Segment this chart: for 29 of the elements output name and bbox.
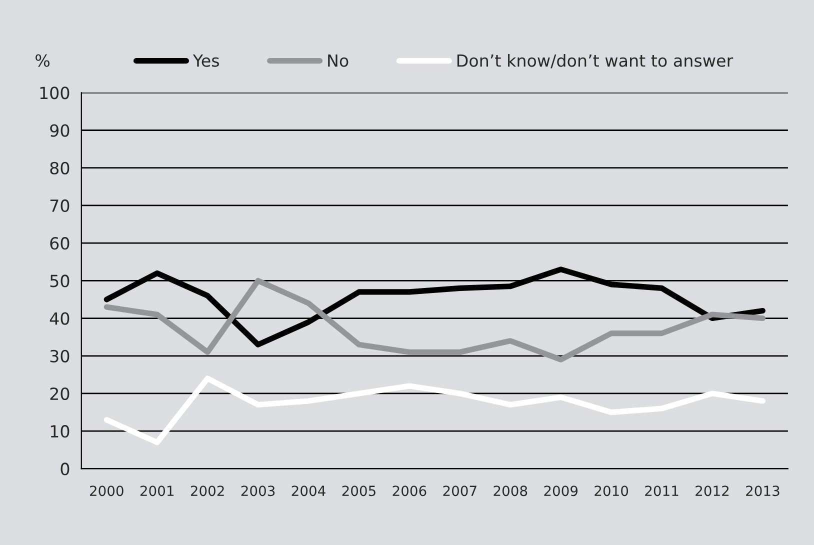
y-tick-label: 30 (50, 350, 70, 362)
legend-label: Yes (192, 54, 219, 67)
x-tick-label: 2002 (190, 486, 224, 496)
y-tick-label: 60 (50, 237, 70, 250)
x-tick-label: 2010 (594, 486, 628, 496)
x-tick-label: 2007 (443, 486, 476, 496)
x-tick-label: 2006 (392, 486, 426, 496)
y-tick-label: 0 (60, 462, 70, 476)
y-tick-label: 80 (50, 162, 70, 174)
y-tick-label: 70 (50, 199, 70, 212)
y-tick-label: 50 (50, 274, 70, 288)
x-tick-label: 2003 (241, 486, 275, 496)
legend-label: Don’t know/don’t want to answer (457, 54, 734, 68)
x-tick-label: 2001 (140, 486, 174, 496)
legend-label: No (328, 54, 348, 67)
x-tick-label: 2011 (645, 486, 678, 496)
y-tick-label: 100 (40, 86, 70, 100)
y-axis-title: % (36, 54, 50, 67)
y-tick-label: 40 (50, 312, 70, 325)
x-tick-label: 2008 (494, 486, 528, 496)
x-tick-label: 2012 (696, 486, 729, 496)
x-tick-label: 2000 (90, 486, 124, 496)
x-tick-label: 2004 (292, 486, 326, 496)
x-tick-label: 2005 (342, 486, 376, 496)
x-tick-label: 2013 (746, 486, 780, 496)
y-tick-label: 20 (50, 387, 70, 400)
x-tick-label: 2009 (544, 486, 578, 496)
y-tick-label: 90 (50, 124, 70, 137)
y-tick-label: 10 (50, 425, 70, 438)
